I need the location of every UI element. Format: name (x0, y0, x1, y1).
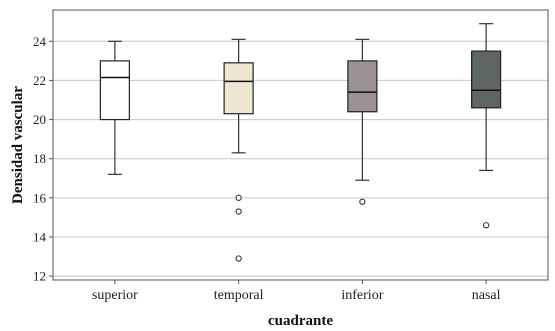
boxes (99, 23, 502, 262)
y-axis-title: Densidad vascular (10, 86, 26, 204)
x-category-label: nasal (472, 288, 501, 303)
box-nasal (471, 23, 502, 229)
outlier-point (235, 194, 242, 201)
grid-lines (53, 40, 548, 277)
y-tick-label: 20 (33, 112, 46, 127)
box-superior (99, 40, 130, 175)
y-tick-label: 12 (33, 269, 46, 284)
outlier-point (235, 255, 242, 262)
outlier-point (482, 222, 490, 229)
y-tick-label: 16 (33, 190, 47, 205)
y-tick-label: 24 (33, 34, 47, 49)
outlier-point (359, 198, 366, 205)
y-tick-label: 18 (33, 151, 46, 166)
x-axis-title: cuadrante (268, 313, 333, 329)
x-category-label: superior (92, 288, 138, 303)
box-iqr (223, 62, 254, 115)
box-iqr (99, 60, 130, 121)
x-category-label: inferior (341, 288, 383, 303)
x-category-label: temporal (214, 288, 264, 303)
outlier-point (235, 208, 242, 215)
plot-frame (52, 9, 549, 281)
box-inferior (347, 38, 378, 205)
x-category-labels: superior temporal inferior nasal (92, 280, 501, 303)
y-tick-label: 22 (33, 73, 46, 88)
box-iqr (347, 60, 378, 113)
y-tick-label: 14 (33, 229, 47, 244)
y-tick-labels: 12 14 16 18 20 22 24 (33, 34, 53, 284)
box-temporal (223, 38, 254, 262)
box-iqr (471, 50, 502, 109)
